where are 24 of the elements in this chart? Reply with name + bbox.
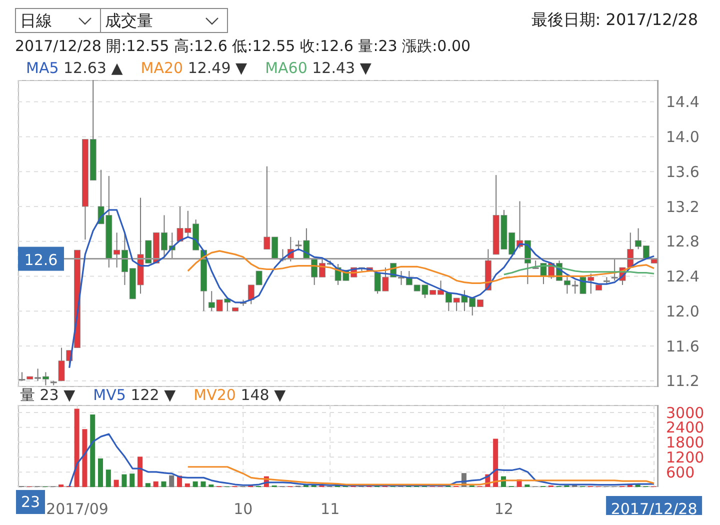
text: MA5 12.63 ▲: [26, 59, 123, 77]
y-tick-label: 14.0: [666, 128, 700, 146]
series-label: 量 23 ▼: [20, 386, 76, 405]
chart-title: 最後日期: 2017/12/28: [531, 10, 698, 31]
y-tick-label: 13.2: [666, 198, 700, 216]
y-tick-label: 12.8: [666, 232, 700, 251]
x-tick-label: 12: [494, 500, 514, 518]
y-tick-label: 13.6: [666, 162, 700, 181]
dropdown-field: 成交量: [100, 8, 228, 33]
text: MV20 148 ▼: [194, 386, 286, 405]
y-tick-label: 11.6: [666, 337, 700, 356]
text: MA20 12.49 ▼: [140, 59, 248, 77]
chart-subtitle: 2017/12/28 開:12.55 高:12.6 低:12.55 收:12.6 量:23 漲跌:0.00: [15, 37, 471, 56]
x-tick-label: 10: [234, 500, 253, 518]
text: MV5 122 ▼: [93, 386, 176, 405]
x-tick-label: 11: [320, 500, 340, 518]
text: MA60 12.43 ▼: [265, 59, 372, 77]
y-tick-label: 12.4: [666, 268, 700, 286]
dropdown-field: 日線: [15, 8, 101, 33]
y-tick-label: 11.2: [666, 372, 700, 390]
y-tick-label: 14.4: [666, 93, 700, 112]
ref-line-label: 12.6: [24, 250, 58, 269]
text: 23: [16, 490, 46, 514]
y-tick-label: 12.0: [666, 302, 700, 320]
